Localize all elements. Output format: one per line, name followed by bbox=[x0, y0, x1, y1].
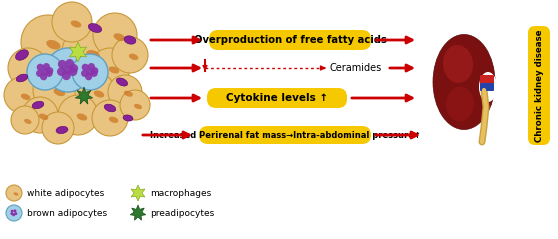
FancyBboxPatch shape bbox=[199, 126, 371, 144]
Text: preadipocytes: preadipocytes bbox=[150, 208, 214, 217]
Circle shape bbox=[62, 71, 71, 80]
Text: macrophages: macrophages bbox=[150, 189, 211, 197]
Circle shape bbox=[93, 13, 137, 57]
Text: Ceramides: Ceramides bbox=[329, 63, 381, 73]
Text: Cytokine levels ↑: Cytokine levels ↑ bbox=[226, 93, 328, 103]
Circle shape bbox=[86, 68, 94, 76]
Circle shape bbox=[11, 210, 14, 213]
Circle shape bbox=[91, 67, 98, 74]
Circle shape bbox=[72, 54, 108, 90]
Ellipse shape bbox=[21, 94, 30, 100]
Circle shape bbox=[6, 185, 22, 201]
Ellipse shape bbox=[104, 104, 116, 112]
Ellipse shape bbox=[117, 78, 128, 86]
Ellipse shape bbox=[446, 87, 474, 121]
Circle shape bbox=[40, 73, 47, 80]
Text: white adipocytes: white adipocytes bbox=[27, 189, 104, 197]
Ellipse shape bbox=[16, 74, 28, 82]
Polygon shape bbox=[75, 87, 93, 104]
Text: Chronic kidney disease: Chronic kidney disease bbox=[535, 29, 543, 142]
Circle shape bbox=[58, 60, 66, 69]
Polygon shape bbox=[131, 185, 145, 201]
Ellipse shape bbox=[88, 24, 102, 33]
FancyBboxPatch shape bbox=[480, 83, 494, 91]
Circle shape bbox=[45, 70, 52, 77]
Ellipse shape bbox=[129, 54, 138, 60]
Ellipse shape bbox=[123, 115, 133, 121]
Circle shape bbox=[64, 65, 73, 74]
Circle shape bbox=[108, 75, 142, 109]
Circle shape bbox=[41, 68, 49, 76]
Circle shape bbox=[6, 205, 22, 221]
Ellipse shape bbox=[71, 21, 81, 27]
Circle shape bbox=[42, 112, 74, 144]
Text: Increased Perirenal fat mass→Intra-abdominal pressure↑: Increased Perirenal fat mass→Intra-abdom… bbox=[150, 130, 421, 140]
Ellipse shape bbox=[27, 66, 37, 74]
Ellipse shape bbox=[57, 127, 65, 132]
FancyBboxPatch shape bbox=[209, 30, 371, 50]
Ellipse shape bbox=[124, 36, 136, 44]
FancyBboxPatch shape bbox=[480, 75, 494, 84]
Circle shape bbox=[69, 67, 78, 76]
Circle shape bbox=[46, 67, 54, 74]
Circle shape bbox=[75, 72, 115, 112]
Circle shape bbox=[92, 100, 128, 136]
Text: brown adipocytes: brown adipocytes bbox=[27, 208, 107, 217]
Circle shape bbox=[21, 15, 75, 69]
Ellipse shape bbox=[54, 88, 65, 96]
Circle shape bbox=[81, 70, 88, 77]
Circle shape bbox=[90, 48, 130, 88]
Circle shape bbox=[22, 97, 58, 133]
Circle shape bbox=[58, 95, 98, 135]
Circle shape bbox=[62, 26, 114, 78]
Circle shape bbox=[15, 212, 17, 215]
FancyBboxPatch shape bbox=[528, 26, 550, 145]
Ellipse shape bbox=[32, 101, 44, 109]
Circle shape bbox=[85, 73, 92, 80]
Ellipse shape bbox=[443, 45, 473, 83]
Circle shape bbox=[65, 59, 74, 68]
Circle shape bbox=[112, 37, 148, 73]
Circle shape bbox=[33, 68, 77, 112]
Ellipse shape bbox=[13, 192, 18, 196]
Circle shape bbox=[13, 209, 16, 212]
Text: Overproduction of free fatty acids: Overproduction of free fatty acids bbox=[194, 35, 387, 45]
Circle shape bbox=[36, 70, 43, 77]
Polygon shape bbox=[130, 205, 146, 220]
Ellipse shape bbox=[134, 104, 142, 109]
Circle shape bbox=[8, 48, 48, 88]
Ellipse shape bbox=[76, 114, 87, 120]
FancyBboxPatch shape bbox=[207, 88, 347, 108]
Circle shape bbox=[46, 48, 90, 92]
Circle shape bbox=[81, 64, 89, 71]
Circle shape bbox=[90, 70, 98, 77]
Ellipse shape bbox=[39, 114, 49, 120]
Circle shape bbox=[120, 90, 150, 120]
Circle shape bbox=[52, 2, 92, 42]
Ellipse shape bbox=[124, 91, 133, 97]
Circle shape bbox=[88, 63, 95, 70]
Circle shape bbox=[43, 63, 50, 70]
Ellipse shape bbox=[109, 117, 118, 123]
Ellipse shape bbox=[114, 33, 125, 41]
Circle shape bbox=[57, 67, 66, 76]
Circle shape bbox=[37, 64, 44, 71]
Ellipse shape bbox=[94, 90, 104, 98]
Circle shape bbox=[27, 54, 63, 90]
Ellipse shape bbox=[56, 126, 68, 134]
Circle shape bbox=[12, 213, 15, 216]
Ellipse shape bbox=[24, 119, 31, 124]
Ellipse shape bbox=[109, 66, 119, 74]
Circle shape bbox=[69, 64, 78, 73]
Ellipse shape bbox=[86, 50, 100, 59]
Ellipse shape bbox=[479, 72, 497, 102]
Circle shape bbox=[4, 77, 40, 113]
Ellipse shape bbox=[46, 40, 60, 49]
Circle shape bbox=[11, 106, 39, 134]
Polygon shape bbox=[69, 42, 86, 62]
Circle shape bbox=[11, 212, 13, 215]
Ellipse shape bbox=[16, 50, 28, 60]
Ellipse shape bbox=[433, 34, 495, 130]
